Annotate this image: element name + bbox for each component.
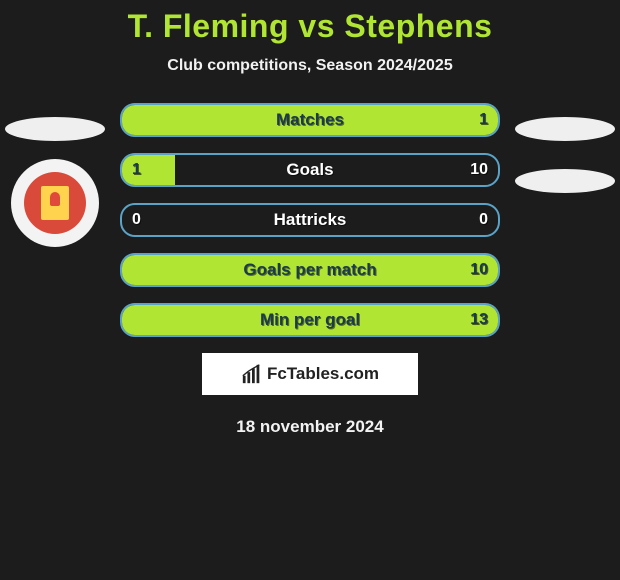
watermark: FcTables.com	[202, 353, 418, 395]
stat-value-right: 1	[479, 105, 488, 135]
subtitle: Club competitions, Season 2024/2025	[0, 57, 620, 75]
stat-row: Goals1 10	[120, 153, 500, 187]
stat-row: Matches1	[120, 103, 500, 137]
left-player-col	[0, 103, 110, 247]
stat-value-right: 10	[470, 155, 488, 185]
stat-row: Min per goal13	[120, 303, 500, 337]
player-avatar-right	[515, 117, 615, 141]
club-badge-right	[515, 169, 615, 193]
stat-value-left: 0	[132, 205, 141, 235]
player-avatar-left	[5, 117, 105, 141]
page-title: T. Fleming vs Stephens	[0, 0, 620, 45]
watermark-text: FcTables.com	[267, 364, 379, 384]
stat-label: Goals per match	[122, 255, 498, 285]
club-shield-icon	[41, 186, 69, 220]
stat-label: Matches	[122, 105, 498, 135]
comparison-infographic: T. Fleming vs Stephens Club competitions…	[0, 0, 620, 580]
chart-icon	[241, 363, 263, 385]
club-badge-inner	[24, 172, 86, 234]
stat-row: Hattricks0 0	[120, 203, 500, 237]
stat-row: Goals per match10	[120, 253, 500, 287]
stat-value-left: 1	[132, 155, 141, 185]
stat-label: Min per goal	[122, 305, 498, 335]
stat-value-right: 13	[470, 305, 488, 335]
main-area: Matches1Goals110Hattricks00Goals per mat…	[0, 103, 620, 337]
right-player-col	[510, 103, 620, 193]
date-label: 18 november 2024	[0, 417, 620, 437]
stat-value-right: 0	[479, 205, 488, 235]
comparison-bars: Matches1Goals110Hattricks00Goals per mat…	[120, 103, 500, 337]
stat-value-right: 10	[470, 255, 488, 285]
stat-label: Goals	[122, 155, 498, 185]
club-badge-left	[11, 159, 99, 247]
stat-label: Hattricks	[122, 205, 498, 235]
